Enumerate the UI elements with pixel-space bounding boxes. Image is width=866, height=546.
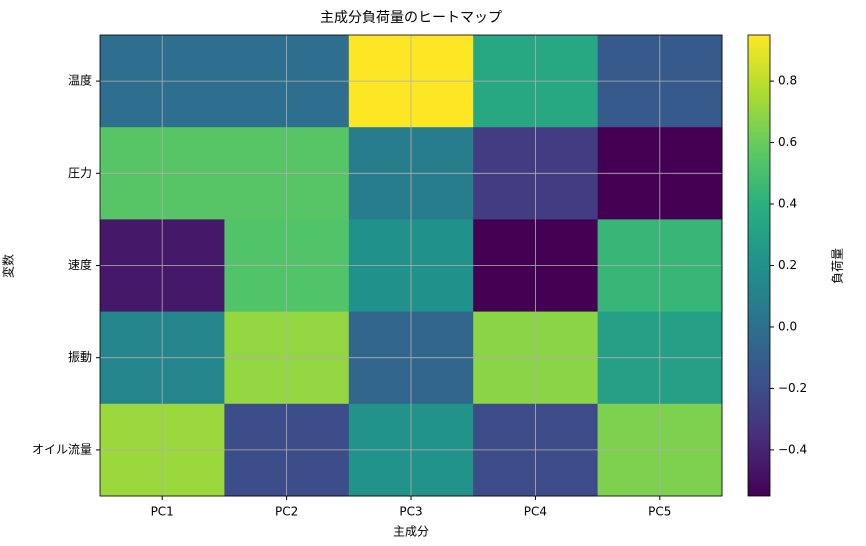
colorbar-tick-label: −0.4 xyxy=(778,442,807,456)
colorbar xyxy=(747,34,771,497)
chart-title: 主成分負荷量のヒートマップ xyxy=(320,10,502,26)
x-tick-label: PC4 xyxy=(524,505,547,519)
colorbar-tick-label: 0.8 xyxy=(778,74,797,88)
y-tick-label: オイル流量 xyxy=(32,442,92,456)
colorbar-tick-label: −0.2 xyxy=(778,381,807,395)
y-tick-label: 速度 xyxy=(68,257,92,272)
plot-frame xyxy=(99,34,723,497)
colorbar-tick-label: 0.4 xyxy=(778,197,797,211)
colorbar-tick-label: 0.6 xyxy=(778,135,797,149)
y-tick-label: 振動 xyxy=(68,350,92,364)
x-tick-label: PC3 xyxy=(399,505,422,519)
y-axis-label: 変数 xyxy=(1,254,16,278)
y-tick-label: 圧力 xyxy=(68,166,92,180)
y-tick-label: 温度 xyxy=(68,73,92,88)
x-tick-label: PC2 xyxy=(275,505,298,519)
x-tick-label: PC1 xyxy=(151,505,174,519)
x-tick-label: PC5 xyxy=(648,505,671,519)
x-axis-label: 主成分 xyxy=(393,525,429,539)
colorbar-tick-label: 0.2 xyxy=(778,258,797,272)
colorbar-label: 負荷量 xyxy=(831,248,845,284)
colorbar-tick-label: 0.0 xyxy=(778,319,797,333)
